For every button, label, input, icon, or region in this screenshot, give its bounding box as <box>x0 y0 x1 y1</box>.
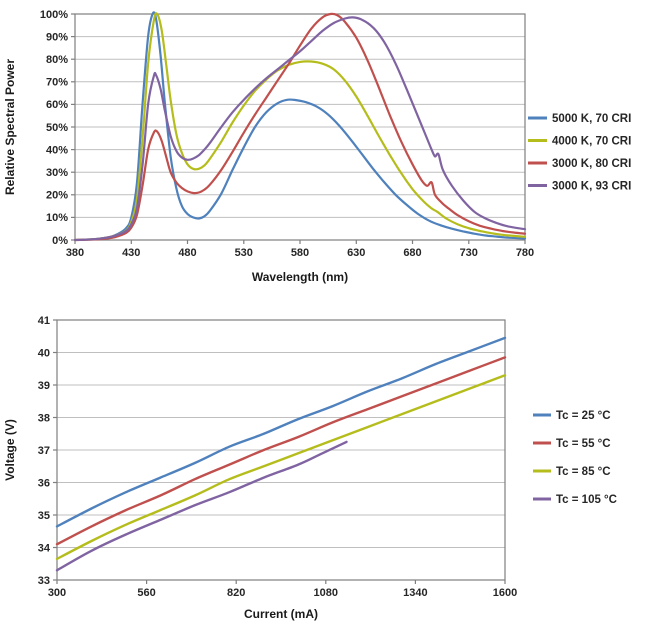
legend: 5000 K, 70 CRI 4000 K, 70 CRI 3000 K, 80 C… <box>528 113 631 193</box>
x-tick-label: 630 <box>347 247 365 259</box>
legend-item-tc-85-c: Tc = 85 °C <box>533 466 611 478</box>
legend-item-tc-55-c: Tc = 55 °C <box>533 438 611 450</box>
x-tick-label: 430 <box>122 247 140 259</box>
x-tick-label: 680 <box>403 247 421 259</box>
x-tick-label: 820 <box>227 587 245 599</box>
series-lines <box>73 11 527 242</box>
x-tick-label: 1080 <box>314 587 338 599</box>
y-tick-label: 70% <box>46 77 68 89</box>
legend-label: Tc = 105 °C <box>556 494 617 506</box>
axis-ticks: 33 34 35 36 37 38 39 40 41 300 560 820 1080 1340 1600 <box>38 315 517 599</box>
y-tick-label: 0% <box>52 235 68 247</box>
axis-ticks: 0% 10% 20% 30% 40% 50% 60% 70% 80% 90% 100% 380 430 4… <box>40 9 534 259</box>
spectral-power-svg: 0% 10% 20% 30% 40% 50% 60% 70% 80% 90% 100% 380 430 4… <box>3 9 631 284</box>
series-line-5000-k-70-cri <box>73 11 527 242</box>
legend-label: Tc = 25 °C <box>556 410 611 422</box>
y-tick-label: 20% <box>46 190 68 202</box>
voltage-current-svg: 33 34 35 36 37 38 39 40 41 300 560 820 1080 1340 1600 C… <box>3 315 617 621</box>
legend-item-4000-k-70-cri: 4000 K, 70 CRI <box>528 136 631 148</box>
y-tick-label: 35 <box>38 510 50 522</box>
x-tick-label: 1340 <box>403 587 427 599</box>
y-tick-label: 33 <box>38 575 50 587</box>
spectral-power-chart: 0% 10% 20% 30% 40% 50% 60% 70% 80% 90% 100% 380 430 4… <box>0 0 660 305</box>
y-tick-label: 37 <box>38 445 50 457</box>
series-line-4000-k-70-cri <box>73 12 527 242</box>
y-tick-label: 90% <box>46 31 68 43</box>
gridlines <box>57 319 505 581</box>
series-line-3000-k-80-cri <box>73 12 527 242</box>
legend-item-3000-k-93-cri: 3000 K, 93 CRI <box>528 181 631 193</box>
y-tick-label: 39 <box>38 380 50 392</box>
series-lines <box>55 336 507 572</box>
x-tick-label: 560 <box>137 587 155 599</box>
series-line-3000-k-93-cri <box>73 16 527 242</box>
legend-label: 3000 K, 80 CRI <box>552 158 631 170</box>
y-tick-label: 50% <box>46 122 68 134</box>
x-tick-label: 300 <box>48 587 66 599</box>
legend-label: 3000 K, 93 CRI <box>552 181 631 193</box>
legend-label: 4000 K, 70 CRI <box>552 136 631 148</box>
y-tick-label: 30% <box>46 167 68 179</box>
x-tick-label: 730 <box>460 247 478 259</box>
series-line-tc-55-c <box>55 356 507 546</box>
voltage-current-chart: 33 34 35 36 37 38 39 40 41 300 560 820 1080 1340 1600 C… <box>0 305 660 627</box>
legend-label: 5000 K, 70 CRI <box>552 113 631 125</box>
legend-item-tc-25-c: Tc = 25 °C <box>533 410 611 422</box>
y-tick-label: 41 <box>38 315 50 327</box>
y-axis-title: Relative Spectral Power <box>3 59 17 195</box>
series-line-tc-105-c <box>55 440 348 572</box>
series-line-tc-25-c <box>55 336 507 528</box>
x-tick-label: 480 <box>178 247 196 259</box>
legend-label: Tc = 85 °C <box>556 466 611 478</box>
y-tick-label: 36 <box>38 477 50 489</box>
series-line-tc-85-c <box>55 374 507 561</box>
y-tick-label: 60% <box>46 99 68 111</box>
legend-label: Tc = 55 °C <box>556 438 611 450</box>
y-axis-title: Voltage (V) <box>3 419 17 481</box>
x-tick-label: 530 <box>235 247 253 259</box>
legend-item-3000-k-80-cri: 3000 K, 80 CRI <box>528 158 631 170</box>
y-tick-label: 40 <box>38 347 50 359</box>
legend-item-5000-k-70-cri: 5000 K, 70 CRI <box>528 113 631 125</box>
x-axis-title: Current (mA) <box>244 607 318 621</box>
y-tick-label: 10% <box>46 212 68 224</box>
x-tick-label: 580 <box>291 247 309 259</box>
x-axis-title: Wavelength (nm) <box>252 270 348 284</box>
y-tick-label: 100% <box>40 9 68 21</box>
y-tick-label: 38 <box>38 412 50 424</box>
x-tick-label: 380 <box>66 247 84 259</box>
y-tick-label: 34 <box>38 542 51 554</box>
legend: Tc = 25 °C Tc = 55 °C Tc = 85 °C Tc = 105 °… <box>533 410 617 506</box>
y-tick-label: 40% <box>46 144 68 156</box>
x-tick-label: 780 <box>516 247 534 259</box>
legend-item-tc-105-c: Tc = 105 °C <box>533 494 617 506</box>
y-tick-label: 80% <box>46 54 68 66</box>
x-tick-label: 1600 <box>493 587 517 599</box>
